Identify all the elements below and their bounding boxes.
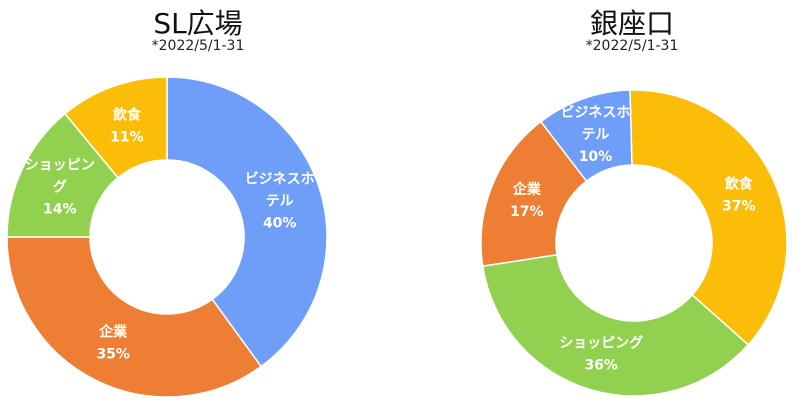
right-slice-label-0: 飲食 37% — [722, 175, 756, 214]
chart-title-left: SL広場 — [153, 7, 243, 40]
left-slice-0 — [166, 76, 328, 368]
left-slice-label-2: ショッピング 14% — [25, 158, 95, 218]
right-slice-label-1: ショッピング 36% — [559, 335, 643, 374]
chart-title-right: 銀座口 — [589, 7, 674, 40]
left-slice-label-3: 飲食 11% — [110, 107, 144, 146]
chart-subtitle-right: *2022/5/1-31 — [585, 38, 679, 54]
left-slice-1 — [6, 236, 263, 398]
left-slice-3 — [63, 76, 168, 179]
left-slice-label-1: 企業 35% — [96, 324, 130, 363]
left-slice-label-0: ビジネスホテル 40% — [245, 171, 315, 231]
right-slice-0 — [629, 89, 788, 346]
chart-subtitle-left: *2022/5/1-31 — [151, 38, 245, 54]
right-slice-label-3: ビジネスホテル 10% — [560, 105, 630, 165]
right-slice-3 — [539, 89, 633, 183]
right-slice-label-2: 企業 17% — [510, 181, 544, 220]
right-slice-1 — [481, 253, 750, 397]
